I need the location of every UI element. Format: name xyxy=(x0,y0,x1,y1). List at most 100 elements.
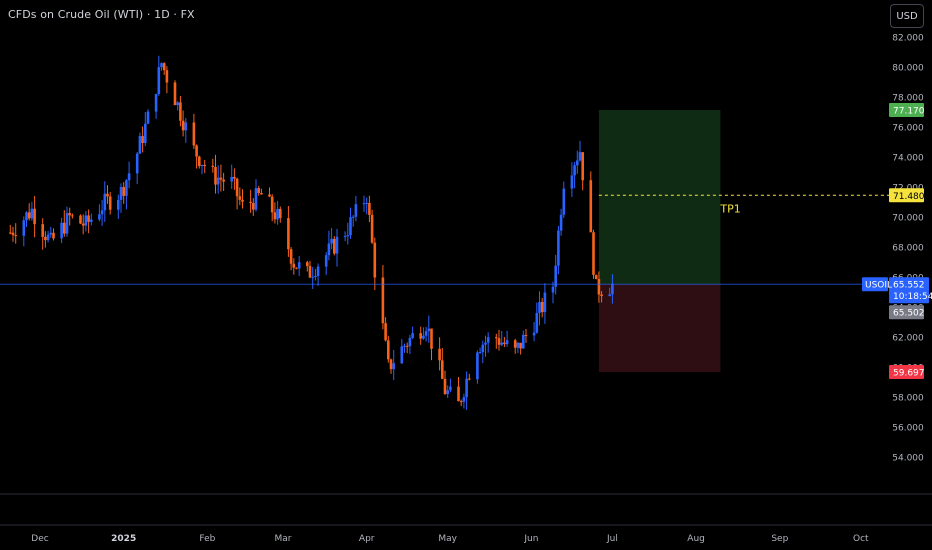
candle-body xyxy=(505,340,509,345)
candle-body xyxy=(551,286,555,293)
candle xyxy=(557,225,560,275)
candle-body xyxy=(297,262,301,269)
candle xyxy=(562,181,566,219)
candle xyxy=(252,198,255,216)
candle xyxy=(343,231,347,242)
candle-body xyxy=(214,166,217,185)
candle xyxy=(330,228,333,250)
candle xyxy=(230,164,233,189)
countdown-label: 10:18:54 xyxy=(893,292,932,302)
candle-body xyxy=(308,266,312,278)
y-tick-label: 82.000 xyxy=(892,34,924,44)
candle-body xyxy=(468,378,471,380)
candle xyxy=(249,189,252,213)
candle-body xyxy=(478,352,482,354)
candle-body xyxy=(387,340,390,360)
candle xyxy=(195,144,198,169)
candle xyxy=(292,258,296,275)
candle xyxy=(98,204,101,222)
candle xyxy=(503,336,506,348)
candle xyxy=(203,159,206,174)
candle xyxy=(295,267,298,270)
candle xyxy=(430,328,433,361)
candle xyxy=(476,350,479,384)
candle xyxy=(484,335,487,357)
price-axis[interactable]: 54.00056.00058.00060.00062.00064.00066.0… xyxy=(892,34,924,464)
candle xyxy=(592,229,595,279)
candle-body xyxy=(46,234,50,241)
candle xyxy=(287,205,290,257)
candle-body xyxy=(117,199,120,210)
y-tick-label: 78.000 xyxy=(892,94,924,104)
y-tick-label: 68.000 xyxy=(892,244,924,254)
candle-body xyxy=(576,160,579,166)
candle-body xyxy=(524,334,528,336)
candle-body xyxy=(30,208,34,219)
candle-body xyxy=(346,235,350,237)
candle xyxy=(279,206,282,223)
candle-body xyxy=(27,212,31,219)
candle-body xyxy=(235,178,239,197)
candle-body xyxy=(44,236,47,241)
candle-body xyxy=(592,232,595,275)
candle xyxy=(214,154,217,194)
candle-body xyxy=(554,265,557,287)
currency-button[interactable]: USD xyxy=(890,4,924,28)
candle-body xyxy=(543,292,547,313)
candle xyxy=(184,117,188,143)
profit-zone[interactable] xyxy=(598,109,721,285)
candle-body xyxy=(179,102,182,121)
candle xyxy=(122,182,125,204)
candle-body xyxy=(362,203,366,205)
candle-body xyxy=(441,360,444,379)
candle-body xyxy=(327,243,331,256)
candle-body xyxy=(106,193,109,197)
loss-zone[interactable] xyxy=(598,284,721,373)
candle xyxy=(127,161,131,189)
candle-body xyxy=(578,152,582,161)
price-lines: TP1 xyxy=(0,194,890,285)
candle xyxy=(403,343,406,353)
candle-body xyxy=(351,216,355,218)
candle-body xyxy=(403,345,406,347)
candle xyxy=(273,202,277,224)
candle xyxy=(411,326,414,340)
candle-body xyxy=(268,194,271,197)
candle xyxy=(216,165,220,194)
candle xyxy=(233,168,236,190)
candle-body xyxy=(9,232,12,234)
candle-body xyxy=(289,249,293,264)
time-axis[interactable]: Dec 2025 Feb Mar Apr May Jun Jul Aug Sep Oct xyxy=(31,534,869,544)
candle-body xyxy=(198,156,201,167)
candle-body xyxy=(500,342,503,345)
candle xyxy=(522,330,525,349)
candle-body xyxy=(295,267,298,269)
candle xyxy=(11,226,15,242)
candle xyxy=(600,291,603,303)
candle xyxy=(125,179,128,210)
candle xyxy=(333,236,336,256)
candle-body xyxy=(519,342,522,349)
candle xyxy=(554,254,557,295)
candle xyxy=(446,385,449,399)
candle-body xyxy=(557,230,560,266)
candle xyxy=(365,197,368,215)
candle xyxy=(100,199,104,226)
candle-body xyxy=(273,212,277,220)
candle-body xyxy=(122,187,125,196)
candle-body xyxy=(343,236,347,238)
candle xyxy=(181,110,185,137)
candle-body xyxy=(384,323,387,341)
candle xyxy=(597,271,601,303)
candle-body xyxy=(589,180,593,233)
candle-body xyxy=(446,390,449,394)
candle xyxy=(405,342,409,354)
candle xyxy=(157,55,161,96)
candle xyxy=(468,373,471,381)
candle xyxy=(457,377,460,402)
candle-body xyxy=(538,302,541,313)
candle-body xyxy=(430,328,433,349)
candle xyxy=(389,358,393,374)
